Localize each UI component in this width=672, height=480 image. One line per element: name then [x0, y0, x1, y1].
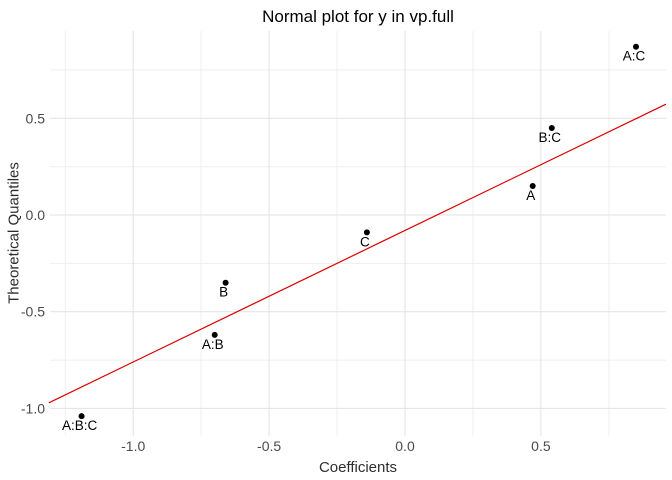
data-point [222, 279, 229, 286]
data-point [529, 183, 536, 189]
point-label: A:B:C [62, 418, 98, 433]
x-axis-title: Coefficients [318, 459, 398, 476]
x-tick-label: -1.0 [121, 438, 145, 454]
y-tick-label: -1.0 [21, 400, 45, 416]
point-label: C [360, 234, 370, 249]
y-tick-label: 0.0 [26, 207, 46, 223]
data-point [363, 229, 370, 236]
plot-title: Normal plot for y in vp.full [262, 7, 454, 26]
point-label: B:C [539, 130, 562, 145]
data-point [633, 43, 639, 50]
data-point [211, 331, 218, 338]
x-tick-label: 0.5 [531, 438, 551, 454]
data-point [548, 125, 555, 131]
y-tick-label: 0.5 [26, 110, 46, 126]
point-label: A:C [623, 49, 646, 64]
y-axis-title: Theoretical Quantiles [5, 162, 23, 304]
point-label: A [526, 188, 535, 203]
x-tick-label: 0.0 [395, 438, 415, 454]
y-tick-label: -0.5 [21, 304, 45, 320]
point-label: A:B [202, 337, 224, 352]
reference-line [48, 103, 667, 404]
data-point [78, 413, 85, 420]
x-tick-label: -0.5 [257, 438, 281, 454]
point-label: B [219, 285, 228, 300]
